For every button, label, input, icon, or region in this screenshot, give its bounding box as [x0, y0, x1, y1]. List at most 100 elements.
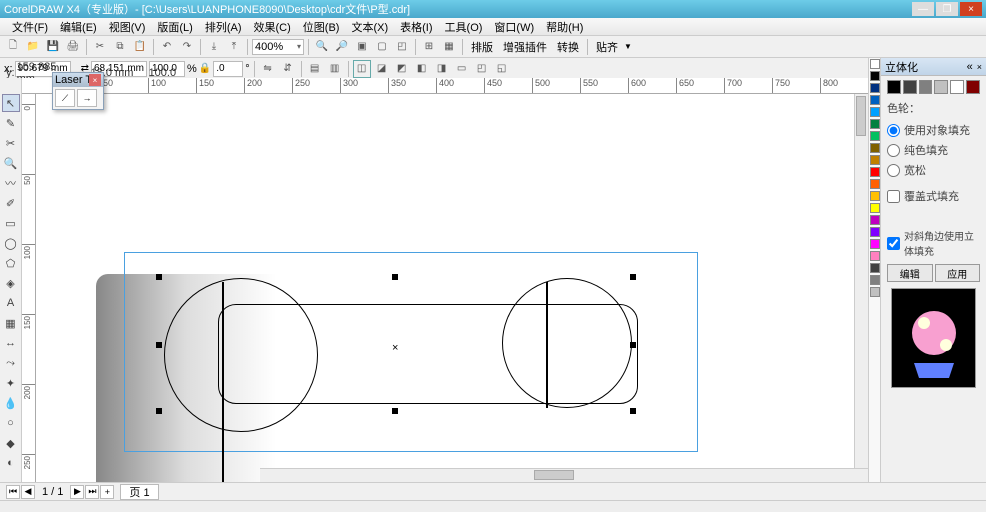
menu-table[interactable]: 表格(I) — [394, 19, 438, 35]
polygon-tool-icon[interactable]: ⬠ — [2, 254, 20, 272]
cut-icon[interactable]: ✂ — [91, 38, 109, 56]
text-tool-icon[interactable]: A — [2, 294, 20, 312]
weld-icon[interactable]: ◩ — [393, 60, 411, 78]
color-swatch[interactable] — [870, 203, 880, 213]
export-icon[interactable]: ⤒ — [225, 38, 243, 56]
print-icon[interactable]: 🖨 — [64, 38, 82, 56]
color-swatch[interactable] — [870, 251, 880, 261]
save-icon[interactable]: 💾 — [44, 38, 62, 56]
front-minus-icon[interactable]: ◰ — [473, 60, 491, 78]
color-swatch[interactable] — [870, 227, 880, 237]
color-swatch[interactable] — [870, 215, 880, 225]
selection-handle[interactable] — [630, 408, 636, 414]
tb-label-1[interactable]: 排版 — [467, 39, 497, 55]
zoom-page-icon[interactable]: ▢ — [373, 38, 391, 56]
undo-icon[interactable]: ↶ — [158, 38, 176, 56]
page-prev-icon[interactable]: ◀ — [21, 485, 35, 499]
mirror-v-icon[interactable]: ⇵ — [279, 60, 297, 78]
color-swatch[interactable] — [870, 107, 880, 117]
menu-arrange[interactable]: 排列(A) — [199, 19, 248, 35]
menu-effects[interactable]: 效果(C) — [248, 19, 297, 35]
color-swatch[interactable] — [870, 239, 880, 249]
tb-drop[interactable]: ▼ — [624, 42, 632, 51]
edit-button[interactable]: 编辑 — [887, 264, 933, 282]
page-tab[interactable]: 页 1 — [120, 484, 158, 500]
menu-window[interactable]: 窗口(W) — [488, 19, 540, 35]
laser-tool-window[interactable]: Laser T... × ⟋ → — [52, 72, 104, 110]
docker-collapse-icon[interactable]: « — [967, 61, 973, 73]
open-icon[interactable]: 📁 — [24, 38, 42, 56]
new-icon[interactable]: 🗋 — [4, 38, 22, 56]
combine-icon[interactable]: ◪ — [373, 60, 391, 78]
align-icon[interactable]: ▤ — [306, 60, 324, 78]
laser-btn-2[interactable]: → — [77, 89, 97, 107]
page-add-icon[interactable]: + — [100, 485, 114, 499]
simplify-icon[interactable]: ▭ — [453, 60, 471, 78]
zoom-out-icon[interactable]: 🔎 — [333, 38, 351, 56]
intersect-icon[interactable]: ◨ — [433, 60, 451, 78]
zoom-in-icon[interactable]: 🔍 — [313, 38, 331, 56]
selection-handle[interactable] — [392, 274, 398, 280]
color-swatch[interactable] — [870, 191, 880, 201]
crop-tool-icon[interactable]: ✂ — [2, 134, 20, 152]
color-swatch[interactable] — [870, 119, 880, 129]
laser-tool-titlebar[interactable]: Laser T... × — [53, 73, 103, 87]
menu-help[interactable]: 帮助(H) — [540, 19, 589, 35]
minimize-button[interactable]: — — [912, 2, 934, 16]
opt-shade[interactable] — [887, 164, 900, 177]
docker-close-icon[interactable]: × — [977, 62, 982, 72]
vscroll-thumb[interactable] — [856, 96, 866, 136]
docker-tab-icon[interactable] — [919, 80, 933, 94]
table-tool-icon[interactable]: ▦ — [2, 314, 20, 332]
opt-object-fill[interactable] — [887, 124, 900, 137]
effects-tool-icon[interactable]: ✦ — [2, 374, 20, 392]
rectangle-tool-icon[interactable]: ▭ — [2, 214, 20, 232]
maximize-button[interactable]: ❐ — [936, 2, 958, 16]
menu-file[interactable]: 文件(F) — [6, 19, 54, 35]
redo-icon[interactable]: ↷ — [178, 38, 196, 56]
color-swatch[interactable] — [870, 167, 880, 177]
circle-shape-2[interactable] — [502, 278, 632, 408]
color-swatch[interactable] — [870, 95, 880, 105]
vertical-scrollbar[interactable] — [854, 94, 868, 468]
color-swatch[interactable] — [870, 287, 880, 297]
freehand-tool-icon[interactable]: 〰 — [2, 174, 20, 192]
import-icon[interactable]: ⤓ — [205, 38, 223, 56]
mirror-h-icon[interactable]: ⇋ — [259, 60, 277, 78]
color-swatch[interactable] — [870, 131, 880, 141]
chk-bevel[interactable] — [887, 237, 900, 250]
page-next-icon[interactable]: ▶ — [70, 485, 84, 499]
outline-tool-icon[interactable]: ○ — [2, 414, 20, 432]
grid-icon[interactable]: ▦ — [440, 38, 458, 56]
menu-text[interactable]: 文本(X) — [345, 19, 394, 35]
order-icon[interactable]: ▥ — [326, 60, 344, 78]
interactive-fill-icon[interactable]: ◐ — [2, 454, 20, 472]
paste-icon[interactable]: 📋 — [131, 38, 149, 56]
page-last-icon[interactable]: ⏭ — [85, 485, 99, 499]
docker-tab-icon[interactable] — [903, 80, 917, 94]
color-swatch[interactable] — [870, 71, 880, 81]
basic-shapes-icon[interactable]: ◈ — [2, 274, 20, 292]
tb-label-4[interactable]: 贴齐 — [592, 39, 622, 55]
copy-icon[interactable]: ⧉ — [111, 38, 129, 56]
smart-tool-icon[interactable]: ✐ — [2, 194, 20, 212]
selection-handle[interactable] — [630, 342, 636, 348]
fill-tool-icon[interactable]: ◆ — [2, 434, 20, 452]
color-swatch[interactable] — [870, 59, 880, 69]
wrap-icon[interactable]: ◫ — [353, 60, 371, 78]
rot-input[interactable] — [213, 61, 243, 77]
tb-label-2[interactable]: 增强插件 — [499, 39, 551, 55]
docker-tab-icon[interactable] — [887, 80, 901, 94]
zoom-fit-icon[interactable]: ▣ — [353, 38, 371, 56]
docker-tab-icon[interactable] — [950, 80, 964, 94]
page-first-icon[interactable]: ⏮ — [6, 485, 20, 499]
lock2-icon[interactable]: 🔒 — [199, 63, 211, 74]
chk-drape[interactable] — [887, 190, 900, 203]
pick-tool-icon[interactable]: ↖ — [2, 94, 20, 112]
horizontal-scrollbar[interactable] — [260, 468, 868, 482]
ellipse-tool-icon[interactable]: ◯ — [2, 234, 20, 252]
close-button[interactable]: × — [960, 2, 982, 16]
docker-titlebar[interactable]: 立体化 « × — [881, 58, 986, 76]
laser-tool-close-icon[interactable]: × — [89, 74, 101, 86]
color-swatch[interactable] — [870, 179, 880, 189]
